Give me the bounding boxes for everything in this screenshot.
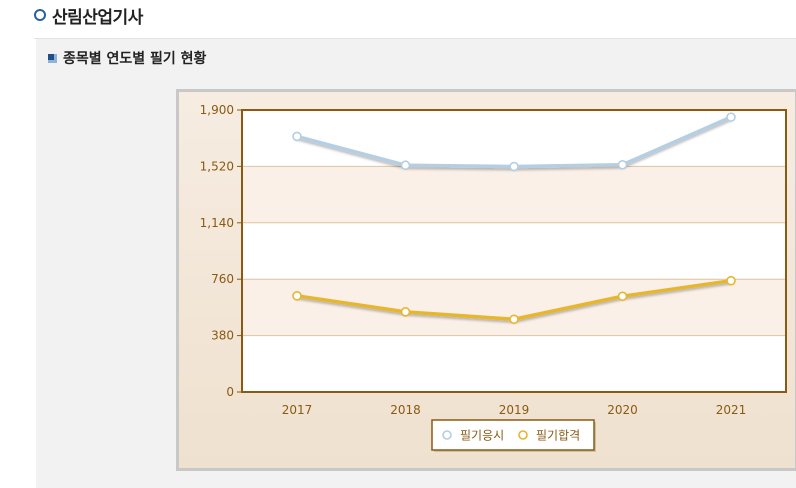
- section-title: 종목별 연도별 필기 현황: [63, 51, 207, 67]
- circle-bullet-icon: [34, 9, 46, 21]
- x-tick-label: 2021: [716, 403, 747, 417]
- data-point[interactable]: [292, 291, 302, 301]
- data-point[interactable]: [726, 275, 736, 286]
- legend-marker-icon: [518, 430, 528, 440]
- data-point[interactable]: [400, 160, 411, 171]
- x-tick-label: 2020: [607, 403, 638, 417]
- data-point[interactable]: [400, 307, 411, 317]
- legend-marker-icon: [442, 430, 452, 440]
- data-point[interactable]: [509, 161, 519, 172]
- y-tick-label: 380: [211, 329, 234, 343]
- x-tick-label: 2017: [282, 403, 313, 417]
- y-tick-label: 0: [226, 385, 234, 399]
- plot-area-border: [241, 109, 787, 393]
- data-point[interactable]: [292, 131, 302, 142]
- x-tick-label: 2019: [499, 403, 530, 417]
- page-title: 산림산업기사: [52, 7, 143, 28]
- square-bullet-icon: [48, 53, 57, 63]
- legend-box: [431, 419, 595, 451]
- y-tick-label: 1,140: [200, 216, 234, 230]
- plot-band: [242, 166, 786, 223]
- plot-background: [242, 110, 786, 392]
- y-tick-label: 1,900: [200, 103, 234, 117]
- section-header: 종목별 연도별 필기 현황: [48, 48, 206, 68]
- data-point[interactable]: [617, 291, 628, 302]
- page-header: 산림산업기사: [34, 0, 143, 30]
- header-divider: [34, 38, 796, 39]
- y-tick-label: 1,520: [200, 159, 234, 173]
- legend-label[interactable]: 필기합격: [536, 429, 580, 443]
- line-chart: 0 380 760 1,140 1,520 1,900 2017 2018 2019 2020 2…: [200, 103, 787, 452]
- legend-label[interactable]: 필기응시: [460, 429, 504, 443]
- x-tick-label: 2018: [390, 403, 421, 417]
- y-tick-label: 760: [211, 272, 234, 286]
- data-point[interactable]: [617, 159, 628, 170]
- data-point[interactable]: [509, 314, 519, 325]
- data-point[interactable]: [726, 112, 736, 122]
- plot-band: [242, 279, 786, 336]
